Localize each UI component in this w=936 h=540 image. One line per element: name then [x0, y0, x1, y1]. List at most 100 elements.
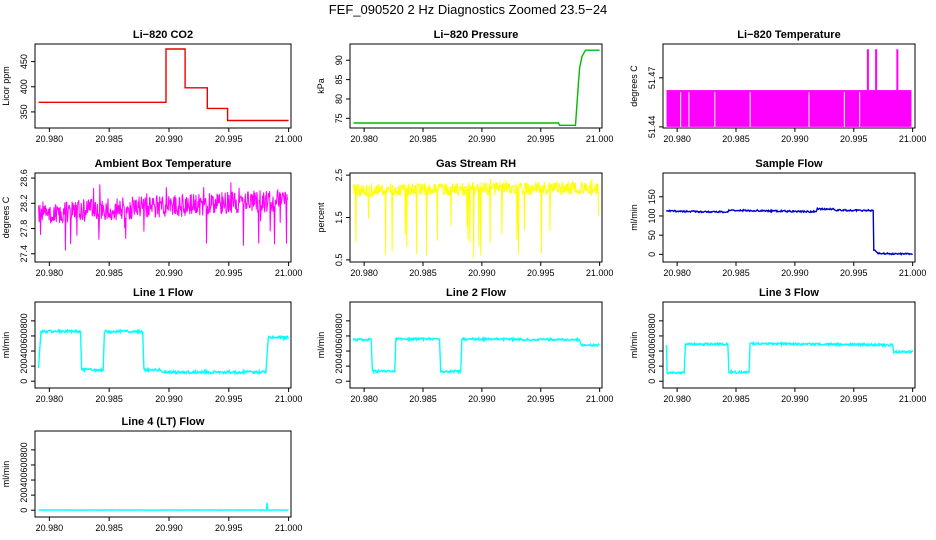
- plot-area: [38, 48, 289, 122]
- y-tick-label: 50: [647, 230, 657, 240]
- data-series-line: [38, 502, 289, 511]
- y-axis-label: kPa: [316, 78, 326, 94]
- panel-title: Gas Stream RH: [436, 158, 516, 170]
- x-tick-label: 21.000: [275, 134, 303, 144]
- panel-li-820-co2: Li−820 CO2 Licor ppm 20.980 20.985 20.990 20.…: [1, 29, 302, 144]
- y-axis-label: degrees C: [1, 196, 11, 238]
- y-tick-label: 800: [19, 313, 29, 328]
- x-tick-label: 20.985: [722, 394, 750, 404]
- y-tick-label: 0: [647, 252, 657, 257]
- x-tick-label: 20.990: [155, 268, 183, 278]
- plot-area: [353, 49, 600, 127]
- y-tick-label: 150: [647, 189, 657, 204]
- y-tick-label: 200: [19, 488, 29, 503]
- plot-frame: [662, 172, 916, 263]
- x-tick-label: 20.990: [468, 394, 496, 404]
- plot-area: [353, 178, 599, 258]
- y-tick-label: 51.44: [647, 116, 657, 139]
- y-tick-label: 200: [334, 359, 344, 374]
- plot-area: [352, 336, 600, 375]
- y-axis-label: percent: [316, 202, 326, 233]
- y-tick-label: 28.2: [19, 195, 29, 213]
- y-tick-label: 400: [647, 344, 657, 359]
- data-series-line: [352, 336, 600, 375]
- panel-title: Line 2 Flow: [446, 287, 506, 299]
- x-tick-label: 21.000: [899, 134, 927, 144]
- panel-line-3-flow: Line 3 Flow ml/min 20.980 20.985 20.990 20.99…: [629, 287, 926, 404]
- plot-area: [37, 327, 290, 376]
- x-tick-label: 21.000: [275, 268, 303, 278]
- x-tick-label: 20.985: [409, 268, 437, 278]
- y-axis-label: degrees C: [629, 65, 639, 107]
- x-tick-label: 20.985: [95, 134, 123, 144]
- x-tick-label: 20.990: [155, 394, 183, 404]
- panel-title: Line 3 Flow: [759, 287, 819, 299]
- y-tick-label: 800: [647, 313, 657, 328]
- plot-frame: [34, 430, 292, 518]
- y-tick-label: 450: [19, 54, 29, 69]
- x-tick-label: 20.980: [350, 394, 378, 404]
- y-tick-label: 0: [647, 379, 657, 384]
- plot-frame: [349, 172, 603, 263]
- x-tick-label: 20.980: [663, 394, 691, 404]
- x-tick-label: 20.980: [36, 268, 64, 278]
- panel-title: Li−820 Temperature: [737, 29, 840, 41]
- plot-area: [665, 340, 914, 376]
- data-series-line: [38, 182, 288, 251]
- panel-title: Ambient Box Temperature: [95, 158, 232, 170]
- x-tick-label: 20.980: [350, 134, 378, 144]
- plot-frame: [349, 43, 603, 129]
- level-band: [666, 90, 912, 127]
- x-tick-label: 21.000: [586, 394, 614, 404]
- x-tick-label: 21.000: [899, 268, 927, 278]
- y-tick-label: 27.4: [19, 245, 29, 263]
- y-tick-label: 0.5: [334, 254, 344, 267]
- x-tick-label: 21.000: [586, 268, 614, 278]
- y-axis-label: ml/min: [629, 204, 639, 231]
- x-tick-label: 20.995: [215, 268, 243, 278]
- x-tick-label: 20.995: [215, 394, 243, 404]
- figure-title: FEF_090520 2 Hz Diagnostics Zoomed 23.5−…: [329, 2, 608, 17]
- x-tick-label: 20.990: [781, 134, 809, 144]
- x-tick-label: 20.990: [155, 523, 183, 533]
- y-axis-label: ml/min: [1, 461, 11, 488]
- plot-frame: [349, 301, 603, 389]
- y-axis-label: ml/min: [316, 332, 326, 359]
- y-tick-label: 0: [19, 508, 29, 513]
- plot-frame: [662, 43, 916, 129]
- x-tick-label: 20.985: [95, 268, 123, 278]
- panel-line-2-flow: Line 2 Flow ml/min 20.980 20.985 20.990 20.99…: [316, 287, 613, 404]
- x-tick-label: 21.000: [275, 394, 303, 404]
- y-tick-label: 51.47: [647, 67, 657, 90]
- y-tick-label: 800: [334, 313, 344, 328]
- panel-title: Line 1 Flow: [133, 287, 193, 299]
- y-tick-label: 350: [19, 104, 29, 119]
- panel-line-1-flow: Line 1 Flow ml/min 20.980 20.985 20.990 20.99…: [1, 287, 302, 404]
- panel-sample-flow: Sample Flow ml/min 20.980 20.985 20.990 20.99…: [629, 158, 926, 278]
- x-tick-label: 20.980: [36, 523, 64, 533]
- x-tick-label: 21.000: [586, 134, 614, 144]
- x-tick-label: 20.980: [663, 134, 691, 144]
- y-tick-label: 80: [334, 94, 344, 104]
- x-tick-label: 20.990: [468, 134, 496, 144]
- y-tick-label: 600: [19, 457, 29, 472]
- y-tick-label: 600: [647, 328, 657, 343]
- panel-title: Li−820 Pressure: [434, 29, 519, 41]
- y-tick-label: 75: [334, 113, 344, 123]
- plot-frame: [34, 43, 292, 129]
- panel-gas-stream-rh: Gas Stream RH percent 20.980 20.985 20.990 20…: [316, 158, 613, 278]
- y-tick-label: 85: [334, 75, 344, 85]
- y-tick-label: 400: [19, 473, 29, 488]
- y-tick-label: 0: [19, 379, 29, 384]
- x-tick-label: 20.985: [95, 394, 123, 404]
- x-tick-label: 20.980: [36, 394, 64, 404]
- panel-li-820-pressure: Li−820 Pressure kPa 20.980 20.985 20.990 20.9…: [316, 29, 613, 144]
- data-series-line: [353, 178, 599, 258]
- y-tick-label: 28.6: [19, 169, 29, 187]
- x-tick-label: 20.995: [840, 394, 868, 404]
- y-tick-label: 600: [334, 328, 344, 343]
- y-tick-label: 400: [334, 344, 344, 359]
- y-tick-label: 800: [19, 442, 29, 457]
- x-tick-label: 21.000: [275, 523, 303, 533]
